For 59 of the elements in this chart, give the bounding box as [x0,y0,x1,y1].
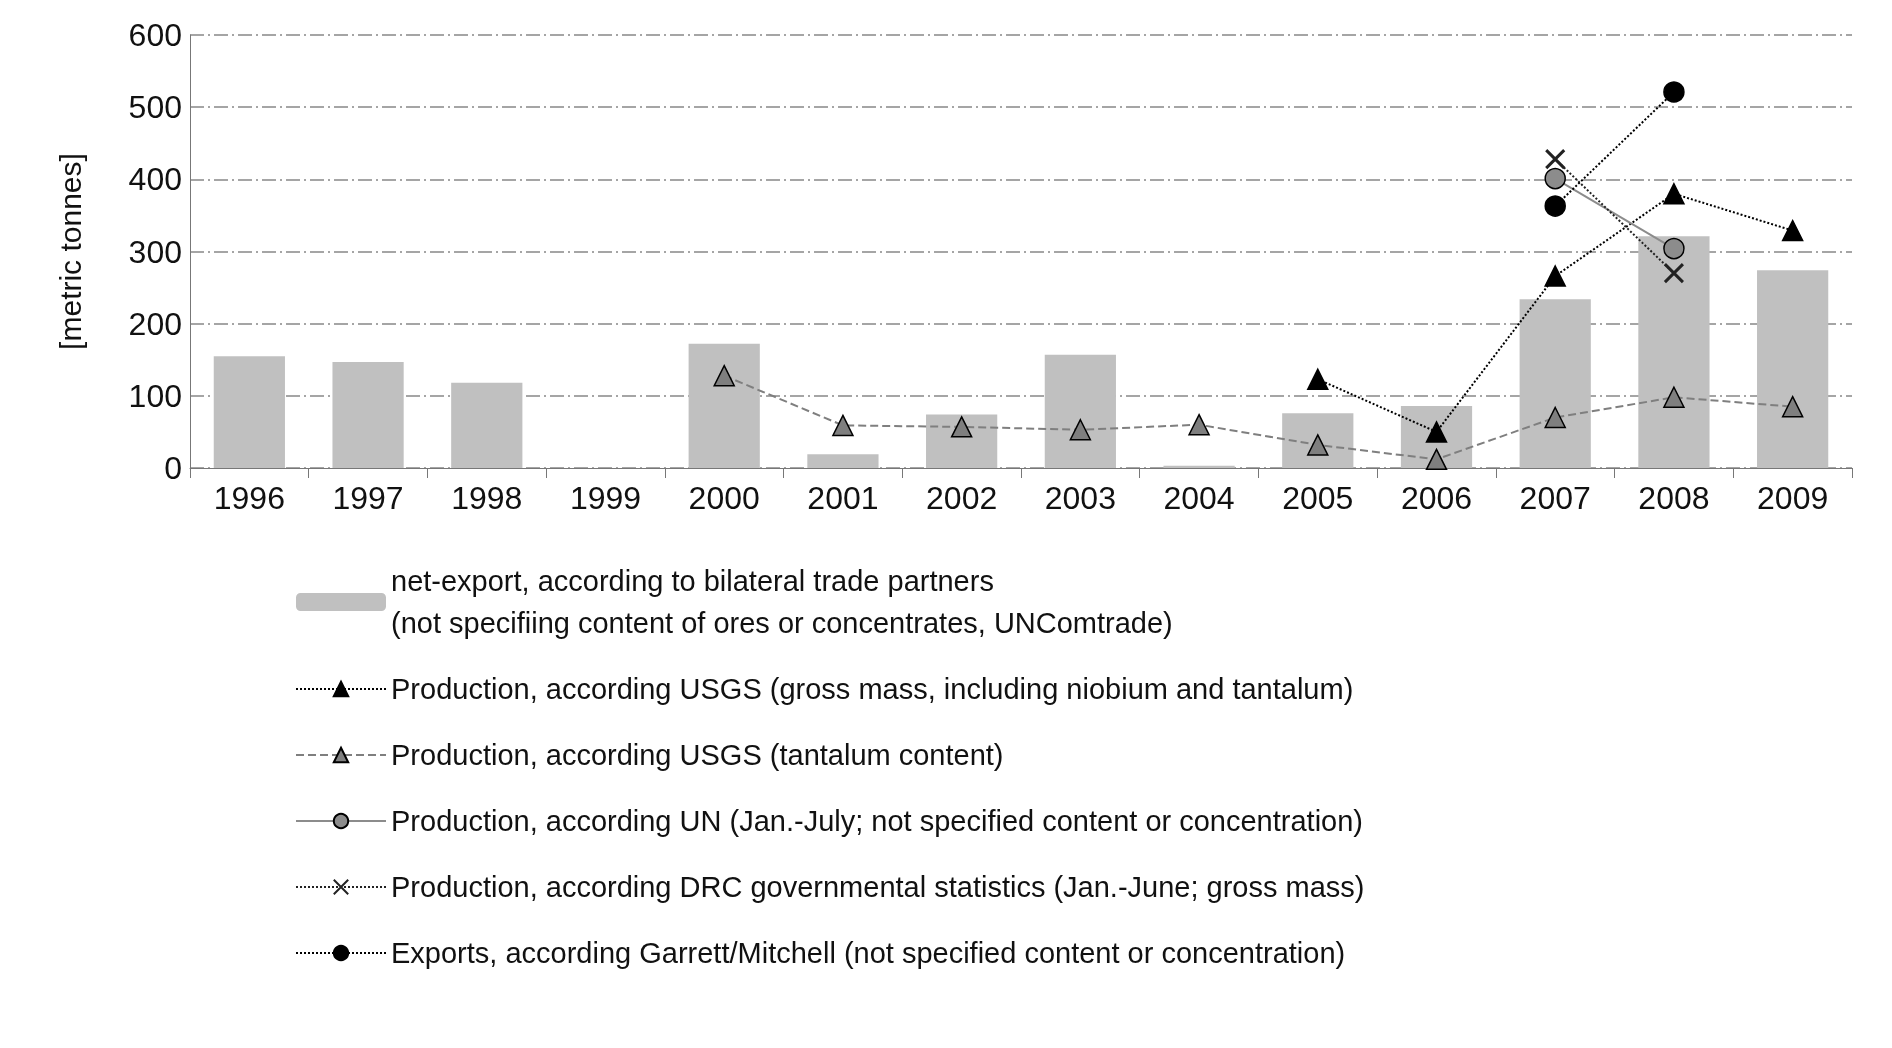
bar [1044,354,1116,468]
bar [1282,413,1354,468]
point [1663,237,1685,260]
point [1781,219,1804,242]
x-tick-label: 2005 [1282,480,1354,516]
point [1663,81,1685,103]
x-tick-label: 2003 [1044,480,1116,516]
x-tick-label: 2002 [926,480,998,516]
point [1307,368,1329,390]
point [713,364,735,387]
point [1663,183,1685,205]
point [1544,167,1566,190]
point [1425,448,1448,471]
x-tick-label: 2001 [807,480,879,516]
point [1544,406,1566,429]
bar [1757,270,1829,468]
x-tick-label: 2004 [1163,480,1235,516]
point [832,414,854,437]
y-axis-title: [metric tonnes] [53,153,87,350]
legend-label: Production, according DRC governmental statistics (Jan.-June; gross mass) [391,871,1365,903]
legend-label: Production, according USGS (tantalum content) [391,739,1004,771]
x-tick-label: 2006 [1400,480,1473,516]
point [950,416,973,438]
y-tick-label: 600 [128,17,182,53]
y-tick-label: 400 [128,161,182,198]
x-tick-label: 2007 [1519,480,1591,516]
x-tick-label: 1999 [569,480,642,516]
point [1188,413,1210,436]
point [1544,195,1566,217]
point [1663,386,1685,409]
bar [926,414,998,468]
bar [332,361,404,468]
legend-label: net-export, according to bilateral trade partners (not specifiing content of ores or concentrates, UNComtrade) [391,565,1173,639]
x-tick-label: 2000 [688,480,760,516]
y-tick-label: 0 [164,450,182,486]
bar [1519,299,1591,468]
bar [213,356,285,468]
bar [688,343,760,468]
legend-label: Production, according USGS (gross mass, including niobium and tantalum) [391,673,1354,705]
point [1544,148,1566,170]
point [1069,419,1092,441]
x-tick-label: 1997 [332,480,404,516]
x-tick-label: 2009 [1757,480,1829,516]
bar [451,382,523,468]
x-tick-label: 1998 [451,480,523,516]
y-tick-label: 500 [128,89,182,126]
point [1663,262,1685,284]
bar [1163,465,1235,468]
point [1781,395,1804,418]
y-tick-label: 200 [128,305,182,342]
point [1544,265,1566,287]
y-tick-label: 300 [128,233,182,270]
bar [1638,236,1710,468]
y-tick-label: 100 [128,377,182,414]
x-tick-label: 1996 [213,480,285,516]
x-tick-label: 2008 [1638,480,1710,516]
legend-label: Production, according UN (Jan.-July; not specified content or concentration) [391,805,1363,837]
bar [807,454,879,468]
legend-label: Exports, according Garrett/Mitchell (not specified content or concentration) [391,937,1346,969]
